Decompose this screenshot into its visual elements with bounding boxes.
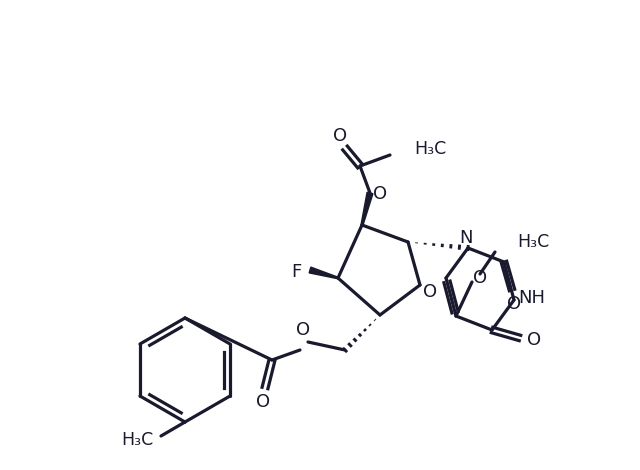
Text: N: N [460,229,473,247]
Polygon shape [361,192,373,225]
Text: NH: NH [518,289,545,307]
Polygon shape [309,267,338,279]
Text: O: O [296,321,310,339]
Text: O: O [473,269,487,287]
Text: O: O [423,283,437,301]
Text: H₃C: H₃C [414,140,446,158]
Text: O: O [527,331,541,349]
Text: H₃C: H₃C [121,431,153,449]
Text: H₃C: H₃C [517,233,549,251]
Text: O: O [333,127,347,145]
Text: O: O [256,393,270,411]
Text: O: O [373,185,387,203]
Text: F: F [291,263,301,281]
Text: O: O [507,295,521,313]
